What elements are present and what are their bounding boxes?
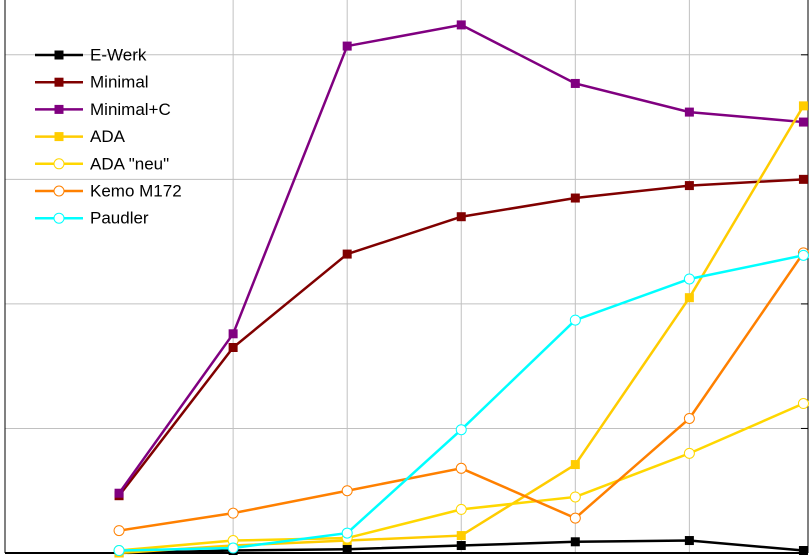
marker (342, 249, 352, 259)
marker (570, 193, 580, 203)
marker (455, 462, 467, 474)
marker (456, 531, 466, 541)
marker (570, 460, 580, 470)
legend-label: Minimal+C (90, 100, 171, 119)
marker (798, 117, 808, 127)
marker (570, 78, 580, 88)
marker (455, 424, 467, 436)
marker (54, 50, 64, 60)
marker (569, 491, 581, 503)
marker (341, 527, 353, 539)
marker (342, 544, 352, 554)
marker (798, 174, 808, 184)
marker (53, 158, 65, 170)
marker (569, 314, 581, 326)
marker (113, 525, 125, 537)
marker (684, 293, 694, 303)
legend-label: Paudler (90, 209, 149, 228)
marker (456, 212, 466, 222)
marker (53, 212, 65, 224)
marker (227, 542, 239, 554)
marker (54, 132, 64, 142)
marker (569, 512, 581, 524)
marker (228, 342, 238, 352)
legend-label: ADA "neu" (90, 154, 169, 173)
marker (683, 273, 695, 285)
marker (570, 537, 580, 547)
marker (342, 41, 352, 51)
marker (114, 488, 124, 498)
marker (54, 77, 64, 87)
marker (113, 545, 125, 557)
marker (456, 541, 466, 551)
marker (227, 507, 239, 519)
marker (684, 181, 694, 191)
marker (798, 546, 808, 556)
marker (54, 104, 64, 114)
legend-label: ADA (90, 127, 126, 146)
marker (683, 412, 695, 424)
marker (53, 185, 65, 197)
marker (684, 536, 694, 546)
marker (455, 503, 467, 515)
marker (797, 249, 809, 261)
legend-label: Kemo M172 (90, 181, 182, 200)
marker (683, 447, 695, 459)
marker (228, 329, 238, 339)
marker (341, 485, 353, 497)
legend-label: Minimal (90, 73, 149, 92)
marker (798, 101, 808, 111)
marker (456, 20, 466, 30)
marker (684, 107, 694, 117)
legend-label: E-Werk (90, 45, 147, 64)
marker (797, 398, 809, 410)
